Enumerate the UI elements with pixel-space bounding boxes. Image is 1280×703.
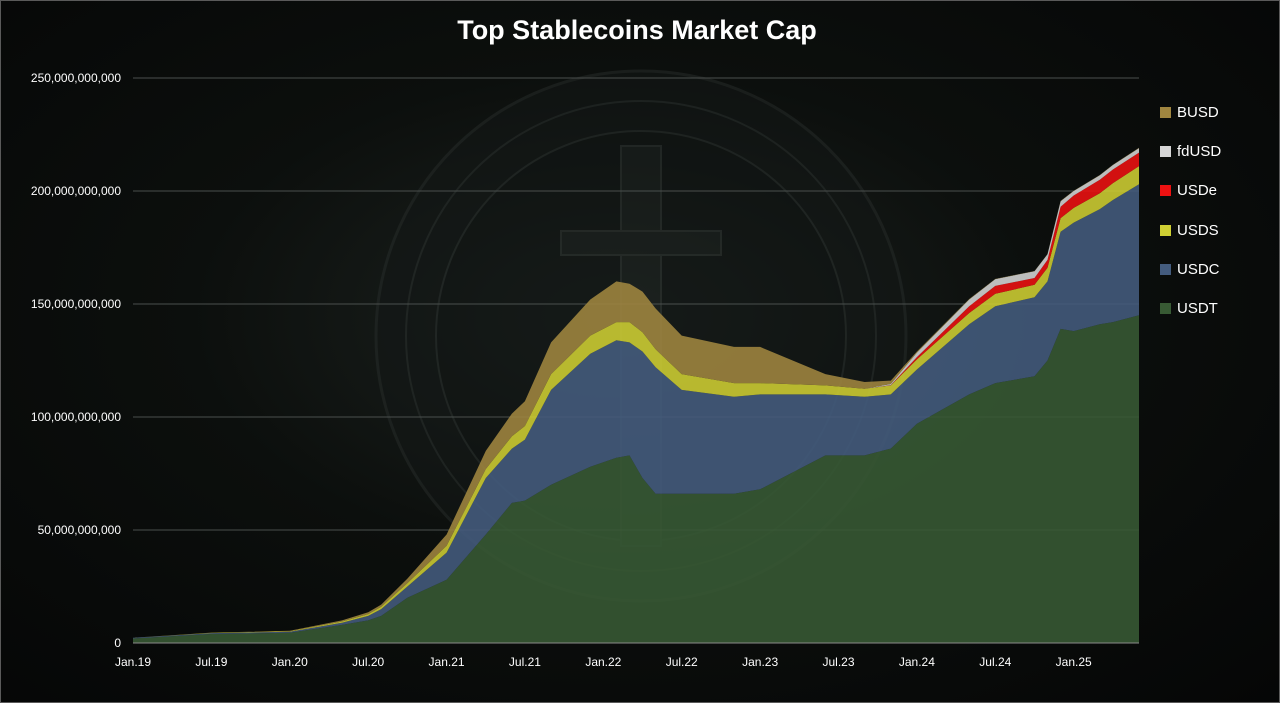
legend-swatch bbox=[1160, 224, 1171, 236]
y-tick-label: 200,000,000,000 bbox=[31, 184, 121, 198]
x-tick-label: Jul.23 bbox=[822, 655, 854, 669]
legend-item-usds: USDS bbox=[1160, 211, 1221, 250]
area-usdc bbox=[133, 184, 1139, 639]
x-tick-label: Jan.19 bbox=[115, 655, 151, 669]
legend-label: USDe bbox=[1177, 182, 1218, 200]
x-tick-label: Jul.24 bbox=[979, 655, 1011, 669]
legend-swatch bbox=[1160, 263, 1171, 275]
x-tick-label: Jan.22 bbox=[585, 655, 621, 669]
legend-label: BUSD bbox=[1177, 104, 1219, 122]
legend-item-busd: BUSD bbox=[1160, 93, 1221, 132]
x-tick-label: Jan.21 bbox=[429, 655, 465, 669]
legend-label: fdUSD bbox=[1177, 143, 1222, 161]
axes: 0 50,000,000,000 100,000,000,000 150,000,00… bbox=[31, 71, 1139, 669]
stacked-areas bbox=[133, 147, 1139, 643]
x-tick-label: Jul.20 bbox=[352, 655, 384, 669]
legend-swatch bbox=[1160, 185, 1171, 197]
x-tick-label: Jan.20 bbox=[272, 655, 308, 669]
x-tick-label: Jan.23 bbox=[742, 655, 778, 669]
y-tick-label: 150,000,000,000 bbox=[31, 297, 121, 311]
legend-item-usdt: USDT bbox=[1160, 289, 1221, 328]
legend-swatch bbox=[1160, 146, 1171, 158]
x-tick-label: Jan.24 bbox=[899, 655, 935, 669]
y-tick-label: 250,000,000,000 bbox=[31, 71, 121, 85]
legend: BUSD fdUSD USDe USDS USDC USDT bbox=[1160, 93, 1221, 328]
y-tick-label: 0 bbox=[114, 636, 121, 650]
legend-swatch bbox=[1160, 107, 1171, 119]
legend-label: USDS bbox=[1177, 221, 1219, 239]
legend-swatch bbox=[1160, 303, 1171, 315]
legend-label: USDT bbox=[1177, 300, 1218, 318]
legend-label: USDC bbox=[1177, 260, 1220, 278]
x-tick-label: Jan.25 bbox=[1056, 655, 1092, 669]
legend-item-usdc: USDC bbox=[1160, 250, 1221, 289]
y-tick-label: 50,000,000,000 bbox=[38, 523, 122, 537]
x-tick-label: Jul.19 bbox=[195, 655, 227, 669]
chart-title: Top Stablecoins Market Cap bbox=[457, 15, 817, 45]
x-tick-label: Jul.21 bbox=[509, 655, 541, 669]
y-tick-label: 100,000,000,000 bbox=[31, 410, 121, 424]
x-tick-label: Jul.22 bbox=[666, 655, 698, 669]
area-usdt bbox=[133, 315, 1139, 643]
legend-item-usde: USDe bbox=[1160, 171, 1221, 210]
legend-item-fdusd: fdUSD bbox=[1160, 132, 1221, 171]
